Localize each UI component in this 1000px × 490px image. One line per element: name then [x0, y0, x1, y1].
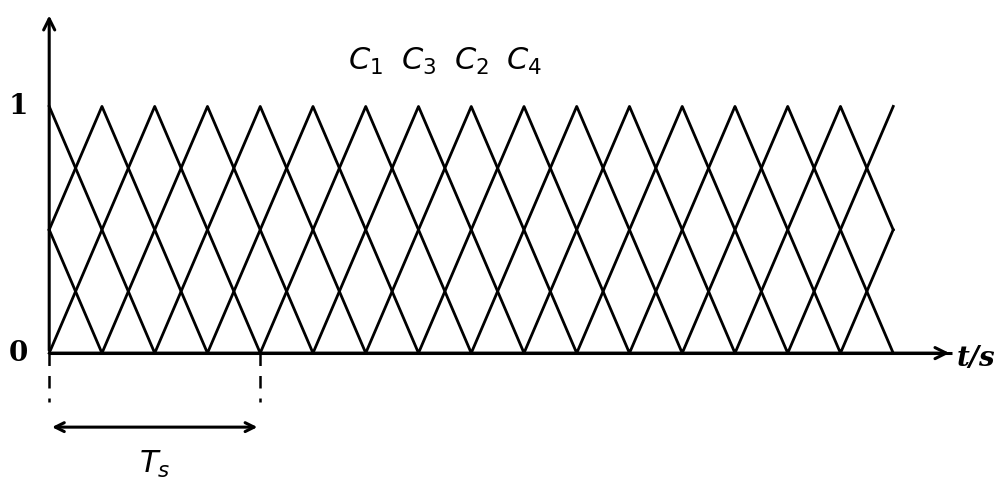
Text: $C_{1}$: $C_{1}$ [348, 46, 383, 77]
Text: $C_{2}$: $C_{2}$ [454, 46, 489, 77]
Text: $T_s$: $T_s$ [139, 449, 170, 480]
Text: t/s: t/s [957, 344, 995, 371]
Text: $C_{4}$: $C_{4}$ [506, 46, 542, 77]
Text: 1: 1 [9, 93, 28, 120]
Text: 0: 0 [9, 340, 28, 367]
Text: $C_{3}$: $C_{3}$ [401, 46, 436, 77]
